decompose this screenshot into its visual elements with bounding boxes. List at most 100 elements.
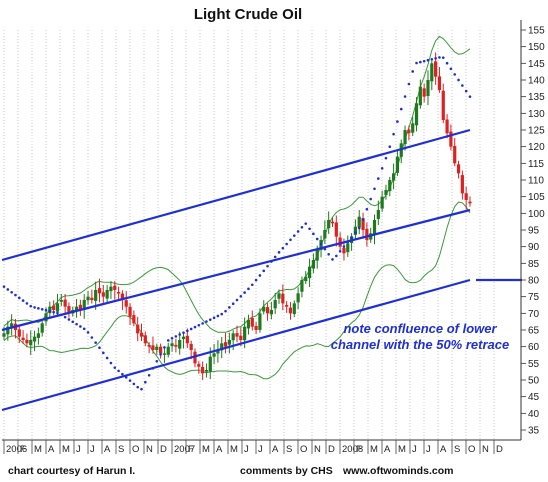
candle-body xyxy=(21,337,25,340)
x-tick-label: M xyxy=(230,444,238,455)
x-tick-label: A xyxy=(216,444,223,455)
candle-body xyxy=(6,326,10,335)
sar-dot xyxy=(144,380,147,384)
candle-body xyxy=(254,325,258,330)
sar-dot xyxy=(44,308,48,312)
sar-dot xyxy=(166,339,170,342)
candle-body xyxy=(388,180,392,192)
sar-dot xyxy=(170,336,174,340)
candle-body xyxy=(2,333,6,337)
candle-body xyxy=(292,303,296,315)
candle-body xyxy=(185,335,189,344)
y-tick-label: 145 xyxy=(528,59,545,70)
x-tick-label: A xyxy=(272,444,279,455)
sar-dot xyxy=(216,314,220,318)
sar-dot xyxy=(453,73,457,76)
sar-dot xyxy=(159,353,162,356)
candle-body xyxy=(468,201,472,204)
x-tick-label: O xyxy=(468,444,475,455)
y-tick-label: 85 xyxy=(528,259,540,270)
sar-dot xyxy=(457,78,460,82)
y-tick-label: 60 xyxy=(528,342,540,353)
sar-dot xyxy=(380,167,384,170)
x-tick-label: D xyxy=(160,444,167,455)
candle-body xyxy=(246,320,251,329)
candle-body xyxy=(10,323,14,329)
sar-dot xyxy=(308,227,311,231)
candle-body xyxy=(166,346,170,355)
sar-dot xyxy=(461,84,464,87)
candle-body xyxy=(128,306,132,317)
candle-body xyxy=(365,229,369,240)
y-tick-label: 70 xyxy=(528,309,540,320)
sar-dot xyxy=(292,234,296,237)
x-tick-label: J xyxy=(426,444,431,455)
candle-body xyxy=(411,123,415,133)
candle-body xyxy=(52,305,56,310)
candle-body xyxy=(414,103,419,126)
candle-body xyxy=(105,290,109,299)
candle-body xyxy=(32,336,37,342)
candle-body xyxy=(277,293,281,299)
x-tick-label: J xyxy=(76,444,81,455)
candle-body xyxy=(250,318,254,327)
sar-dot xyxy=(258,274,262,277)
x-tick-label: J xyxy=(90,444,95,455)
sar-dot xyxy=(277,251,281,254)
sar-dot xyxy=(403,95,407,98)
sar-dot xyxy=(392,132,395,136)
sar-dot xyxy=(40,307,44,311)
y-tick-label: 115 xyxy=(528,159,544,170)
footer-comments: comments by CHS xyxy=(240,465,333,477)
y-tick-label: 120 xyxy=(528,142,545,153)
y-tick-label: 130 xyxy=(528,109,545,120)
x-tick-label: M xyxy=(370,444,378,455)
sar-dot xyxy=(415,61,418,65)
candle-body xyxy=(327,220,331,229)
parabolic-sar-dots xyxy=(2,56,472,391)
candle-body xyxy=(392,173,396,181)
sar-dot xyxy=(86,331,90,334)
sar-dot xyxy=(323,247,327,251)
sar-dot xyxy=(327,252,330,256)
sar-dot xyxy=(445,61,449,65)
candle-body xyxy=(338,237,342,247)
sar-dot xyxy=(247,287,250,291)
y-tick-label: 95 xyxy=(528,226,540,237)
x-tick-label: J xyxy=(412,444,417,455)
sar-dot xyxy=(411,70,415,73)
sar-dot xyxy=(109,361,113,365)
sar-dot xyxy=(377,177,380,180)
footer-credit: chart courtesy of Harun I. xyxy=(8,465,135,477)
x-tick-label: F xyxy=(356,444,362,455)
candle-body xyxy=(437,76,442,90)
y-tick-label: 35 xyxy=(528,426,540,437)
candle-body xyxy=(441,90,445,120)
sar-dot xyxy=(384,156,388,160)
candle-body xyxy=(342,248,346,254)
candle-body xyxy=(422,88,426,97)
candle-body xyxy=(426,80,430,96)
candle-body xyxy=(197,364,201,367)
sar-dot xyxy=(361,218,365,221)
sar-dot xyxy=(335,254,338,258)
candle-body xyxy=(189,343,193,350)
x-tick-label: 2006 xyxy=(6,444,27,455)
candle-body xyxy=(94,290,98,301)
candle-body xyxy=(159,346,163,354)
sar-dot xyxy=(296,230,300,233)
sar-dot xyxy=(285,242,288,246)
sar-dot xyxy=(197,323,201,327)
sar-dot xyxy=(182,331,185,334)
candle-body xyxy=(67,306,71,314)
candle-body xyxy=(147,345,151,347)
candle-body xyxy=(223,342,228,347)
x-tick-label: A xyxy=(104,444,111,455)
sar-dot xyxy=(14,293,17,297)
sar-dot xyxy=(373,187,376,191)
y-tick-label: 45 xyxy=(528,392,540,403)
x-tick-label: D xyxy=(496,444,503,455)
sar-dot xyxy=(79,325,82,328)
sar-dot xyxy=(71,320,75,324)
